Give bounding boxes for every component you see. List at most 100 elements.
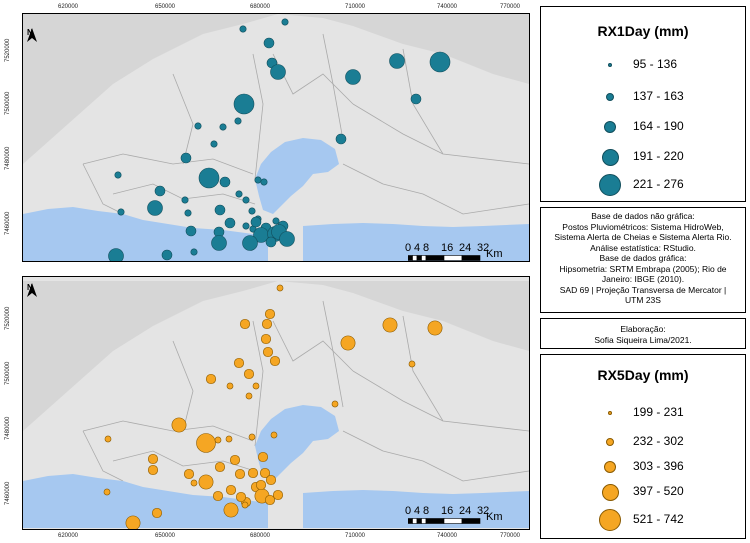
rain-gauge-station	[219, 123, 227, 131]
rain-gauge-station	[260, 333, 272, 345]
rain-gauge-station	[234, 468, 246, 480]
municipal-boundary	[322, 300, 344, 408]
rain-gauge-station	[340, 335, 356, 351]
rx5day-legend: RX5Day (mm) 199 - 231 232 - 302 303 - 396 3…	[540, 354, 746, 539]
data-sources-text: Base de dados não gráfica: Postos Pluviom…	[541, 208, 745, 306]
rx1day-map-canvas	[23, 14, 529, 261]
north-label: N	[27, 28, 33, 37]
rain-gauge-station	[265, 236, 277, 248]
rain-gauge-station	[181, 196, 189, 204]
rain-gauge-station	[147, 200, 163, 216]
scale-bar: 0 4 8 16 24 32 Km	[405, 242, 503, 261]
rain-gauge-station	[214, 204, 226, 216]
legend-entry: 137 - 163	[541, 89, 745, 109]
sepetiba-water	[23, 474, 268, 528]
rain-gauge-station	[269, 355, 281, 367]
rain-gauge-station	[265, 474, 277, 486]
rain-gauge-station	[103, 488, 111, 496]
guanabara-bay	[255, 405, 339, 481]
legend-symbol	[604, 121, 616, 133]
rain-gauge-station	[223, 502, 239, 518]
rain-gauge-station	[229, 454, 241, 466]
legend-label: 397 - 520	[633, 484, 684, 498]
coordinate-tick-label: 7480000	[5, 416, 11, 440]
rain-gauge-station	[235, 491, 247, 503]
rain-gauge-station	[224, 217, 236, 229]
info-line: Base de dados gráfica:	[599, 253, 687, 263]
rain-gauge-station	[410, 93, 422, 105]
rain-gauge-station	[252, 382, 260, 390]
rain-gauge-station	[205, 373, 217, 385]
rain-gauge-station	[114, 171, 122, 179]
legend-symbol	[607, 410, 613, 416]
coordinate-tick-label: 710000	[345, 4, 366, 10]
rain-gauge-station	[154, 185, 166, 197]
rx1day-legend: RX1Day (mm) 95 - 136 137 - 163 164 - 190 19…	[540, 6, 746, 202]
scale-label: 16	[441, 505, 454, 517]
rx5day-map-canvas	[23, 281, 529, 529]
info-line: Sofia Siqueira Lima/2021.	[594, 334, 692, 345]
info-line: Sistema Alerta de Cheias e Sistema Alert…	[554, 232, 732, 242]
rain-gauge-station	[198, 474, 214, 490]
legend-label: 191 - 220	[633, 149, 684, 163]
rain-gauge-station	[125, 515, 141, 529]
scale-segment	[408, 518, 413, 524]
rx5day-map: N 0 4 8 16 24 32 Km	[22, 276, 530, 530]
legend-title: RX5Day (mm)	[597, 367, 689, 383]
scale-label: 24	[459, 242, 472, 254]
rain-gauge-station	[260, 178, 268, 186]
municipal-boundary	[272, 320, 354, 372]
rain-gauge-station	[151, 507, 163, 519]
legend-symbol	[599, 174, 621, 196]
scale-segment	[421, 518, 427, 524]
info-line: Janeiro: IBGE (2010).	[601, 274, 685, 284]
scale-label: 0	[405, 505, 412, 517]
coordinate-tick-label: 620000	[58, 533, 79, 539]
rain-gauge-station	[281, 18, 289, 26]
scale-unit: Km	[486, 248, 503, 260]
legend-symbol	[605, 437, 615, 447]
municipal-boundary	[172, 73, 194, 165]
municipal-boundary	[402, 315, 529, 432]
scale-segment	[425, 255, 445, 261]
rain-gauge-station	[233, 357, 245, 369]
scale-label: 8	[423, 505, 430, 517]
info-line: SAD 69 | Projeção Transversa de Mercator…	[559, 284, 727, 295]
data-sources-box: Base de dados não gráfica: Postos Pluviom…	[540, 207, 746, 313]
rain-gauge-station	[194, 122, 202, 130]
scale-bar-graphic	[408, 518, 481, 524]
scale-segment	[421, 255, 427, 261]
scale-label: 4	[414, 242, 421, 254]
outside-area	[23, 281, 529, 431]
rain-gauge-station	[263, 37, 275, 49]
legend-symbol	[601, 148, 619, 166]
scale-label: 8	[423, 242, 430, 254]
municipal-boundary	[322, 33, 344, 141]
legend-label: 164 - 190	[633, 119, 684, 133]
north-arrow: N	[27, 28, 37, 42]
rain-gauge-station	[382, 317, 398, 333]
coordinate-tick-label: 740000	[437, 533, 458, 539]
rain-gauge-station	[264, 494, 276, 506]
rain-gauge-station	[239, 318, 251, 330]
legend-label: 199 - 231	[633, 405, 684, 419]
municipal-boundary	[252, 320, 264, 447]
rain-gauge-station	[184, 209, 192, 217]
info-line: Elaboração:	[620, 324, 666, 334]
rain-gauge-station	[233, 93, 255, 115]
rain-gauge-station	[225, 435, 233, 443]
scale-segment	[461, 255, 481, 261]
rain-gauge-station	[239, 25, 247, 33]
rain-gauge-station	[262, 346, 274, 358]
rain-gauge-station	[250, 216, 262, 228]
municipal-boundary	[352, 370, 444, 422]
coordinate-tick-label: 7460000	[5, 481, 11, 505]
rain-gauge-station	[214, 436, 222, 444]
north-label: N	[27, 283, 33, 292]
coordinate-tick-label: 7480000	[5, 146, 11, 170]
north-arrow-icon	[27, 28, 37, 42]
coordinate-tick-label: 710000	[345, 533, 366, 539]
rain-gauge-station	[241, 501, 249, 509]
legend-label: 95 - 136	[633, 57, 678, 71]
north-arrow: N	[27, 283, 37, 297]
